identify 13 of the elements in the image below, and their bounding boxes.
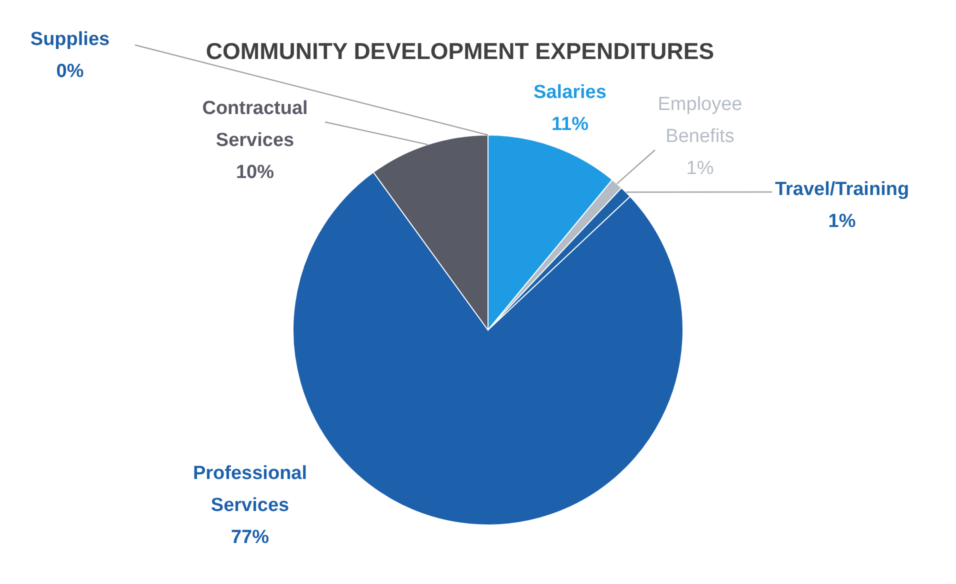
slice-label: Employee Benefits [658, 94, 742, 147]
data-label: 1% [686, 158, 714, 179]
data-label: 10% [236, 162, 274, 183]
data-label: 11% [552, 114, 589, 135]
data-label: 1% [828, 211, 856, 232]
category-label: Supplies [30, 29, 110, 50]
chart-title: COMMUNITY DEVELOPMENT EXPENDITURES [206, 38, 714, 64]
slice-label: Salaries [534, 82, 606, 103]
data-label: 77% [230, 527, 270, 548]
slice-label: Travel/Training [774, 179, 910, 200]
text: 0% [56, 61, 84, 82]
slice-label: Professional Services [192, 463, 308, 516]
slice-label: Contractual Services [202, 98, 308, 151]
